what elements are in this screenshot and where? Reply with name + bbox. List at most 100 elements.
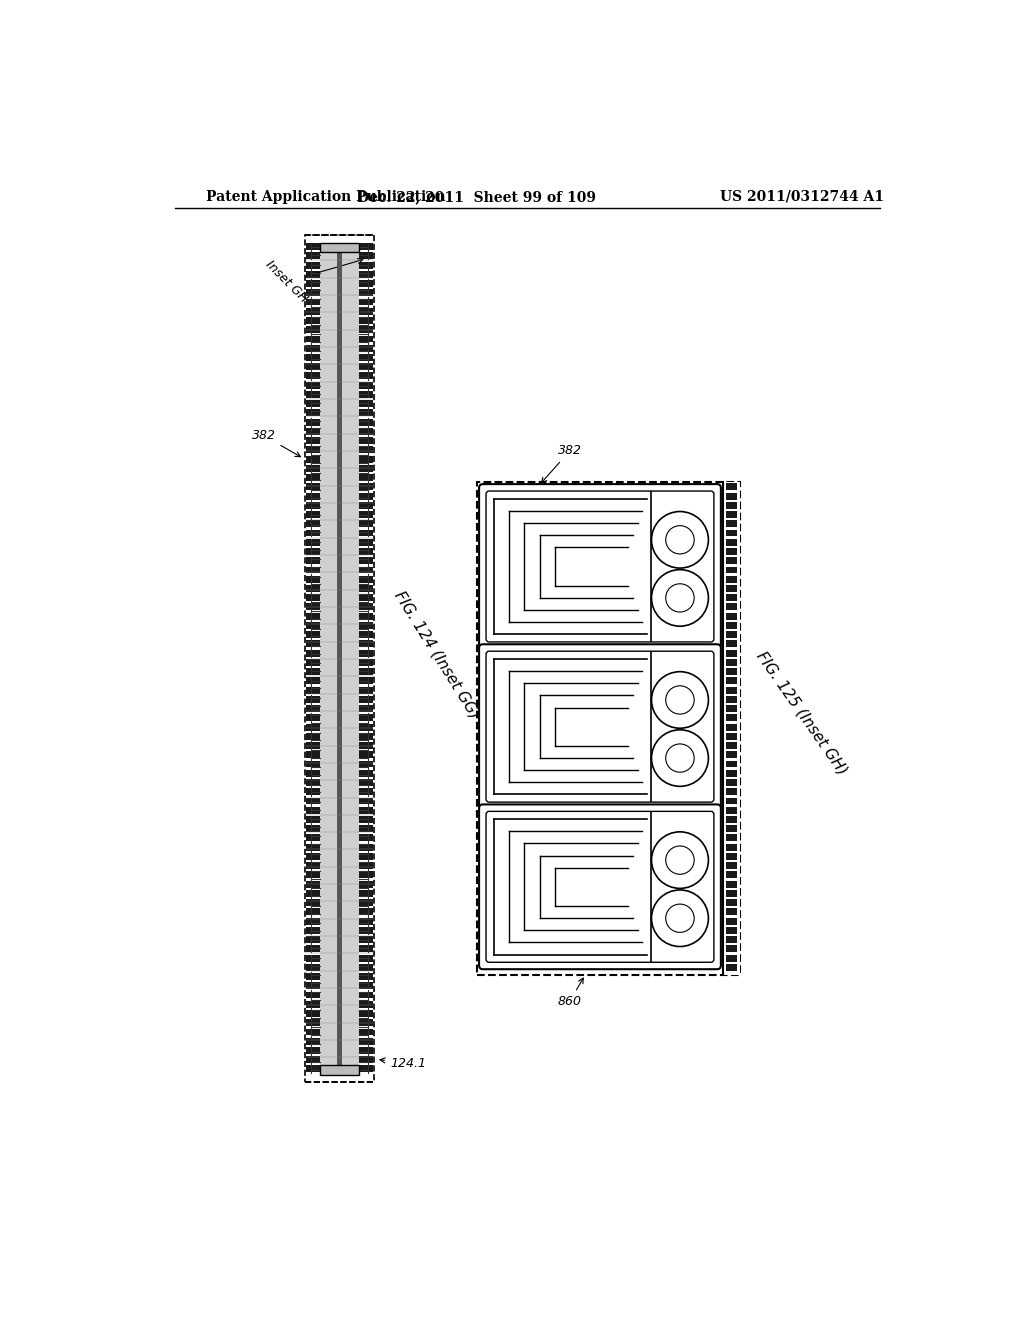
Bar bbox=[306, 659, 321, 665]
Bar bbox=[359, 455, 373, 462]
Bar bbox=[359, 862, 373, 869]
Bar bbox=[306, 446, 321, 453]
Bar bbox=[726, 714, 737, 721]
Bar bbox=[359, 890, 373, 896]
Bar bbox=[306, 474, 321, 480]
Bar bbox=[359, 1065, 373, 1072]
Bar bbox=[359, 335, 373, 342]
Bar bbox=[359, 298, 373, 305]
Bar bbox=[726, 880, 737, 887]
Circle shape bbox=[651, 832, 709, 888]
Bar bbox=[321, 243, 359, 1074]
Bar bbox=[726, 807, 737, 813]
Bar bbox=[306, 714, 321, 721]
FancyBboxPatch shape bbox=[479, 484, 721, 649]
Bar bbox=[726, 945, 737, 952]
Bar bbox=[359, 271, 373, 277]
Bar bbox=[359, 733, 373, 739]
Bar bbox=[359, 917, 373, 924]
Bar bbox=[359, 1001, 373, 1007]
Bar bbox=[306, 816, 321, 822]
Bar bbox=[359, 243, 373, 249]
Text: FIG. 125 (Inset GH): FIG. 125 (Inset GH) bbox=[754, 648, 851, 777]
Circle shape bbox=[651, 512, 709, 568]
Text: FIG. 124 (Inset GG): FIG. 124 (Inset GG) bbox=[391, 589, 482, 722]
Bar bbox=[359, 908, 373, 915]
Bar bbox=[359, 797, 373, 804]
Bar bbox=[726, 853, 737, 859]
Bar bbox=[359, 363, 373, 370]
Bar bbox=[359, 853, 373, 859]
Bar bbox=[306, 308, 321, 314]
Circle shape bbox=[651, 672, 709, 729]
Bar bbox=[359, 640, 373, 647]
Bar bbox=[306, 779, 321, 785]
Bar bbox=[359, 880, 373, 887]
Bar bbox=[306, 936, 321, 942]
Bar bbox=[359, 354, 373, 360]
Bar bbox=[359, 760, 373, 767]
Bar bbox=[306, 502, 321, 508]
Bar bbox=[359, 409, 373, 416]
Bar bbox=[726, 834, 737, 841]
Bar bbox=[359, 871, 373, 878]
Bar bbox=[306, 576, 321, 582]
Bar bbox=[306, 917, 321, 924]
Bar bbox=[306, 363, 321, 370]
Bar bbox=[359, 474, 373, 480]
Bar bbox=[726, 640, 737, 647]
Bar bbox=[306, 280, 321, 286]
Bar bbox=[726, 631, 737, 638]
Bar bbox=[359, 677, 373, 684]
Bar bbox=[306, 289, 321, 296]
Bar bbox=[359, 446, 373, 453]
Circle shape bbox=[666, 744, 694, 772]
Bar bbox=[359, 520, 373, 527]
Bar bbox=[359, 936, 373, 942]
Bar bbox=[306, 603, 321, 610]
Bar bbox=[306, 400, 321, 407]
Bar bbox=[726, 890, 737, 896]
Bar bbox=[726, 927, 737, 933]
Bar bbox=[359, 280, 373, 286]
Bar bbox=[359, 659, 373, 665]
Bar bbox=[359, 834, 373, 841]
Bar bbox=[726, 594, 737, 601]
Bar bbox=[306, 1019, 321, 1026]
Bar bbox=[359, 899, 373, 906]
Bar bbox=[306, 899, 321, 906]
Bar bbox=[726, 511, 737, 517]
Bar bbox=[306, 465, 321, 471]
Bar bbox=[359, 973, 373, 979]
Bar bbox=[726, 917, 737, 924]
Bar bbox=[306, 1010, 321, 1016]
Bar bbox=[306, 945, 321, 952]
Bar bbox=[359, 400, 373, 407]
Bar bbox=[726, 816, 737, 822]
Bar bbox=[726, 686, 737, 693]
Bar bbox=[726, 964, 737, 970]
Bar bbox=[359, 1038, 373, 1044]
Bar bbox=[726, 705, 737, 711]
Bar bbox=[306, 705, 321, 711]
Bar bbox=[306, 677, 321, 684]
Bar bbox=[306, 539, 321, 545]
Bar bbox=[306, 483, 321, 490]
Bar bbox=[726, 871, 737, 878]
Bar bbox=[359, 964, 373, 970]
Bar bbox=[306, 261, 321, 268]
Bar bbox=[359, 557, 373, 564]
Bar bbox=[306, 271, 321, 277]
Bar bbox=[306, 807, 321, 813]
Bar bbox=[726, 502, 737, 508]
Bar bbox=[359, 954, 373, 961]
Circle shape bbox=[666, 846, 694, 874]
Bar bbox=[359, 492, 373, 499]
Bar bbox=[359, 289, 373, 296]
Bar bbox=[723, 482, 740, 974]
Bar bbox=[359, 381, 373, 388]
Bar bbox=[726, 548, 737, 554]
Bar bbox=[359, 705, 373, 711]
Bar bbox=[306, 612, 321, 619]
FancyBboxPatch shape bbox=[479, 804, 721, 969]
